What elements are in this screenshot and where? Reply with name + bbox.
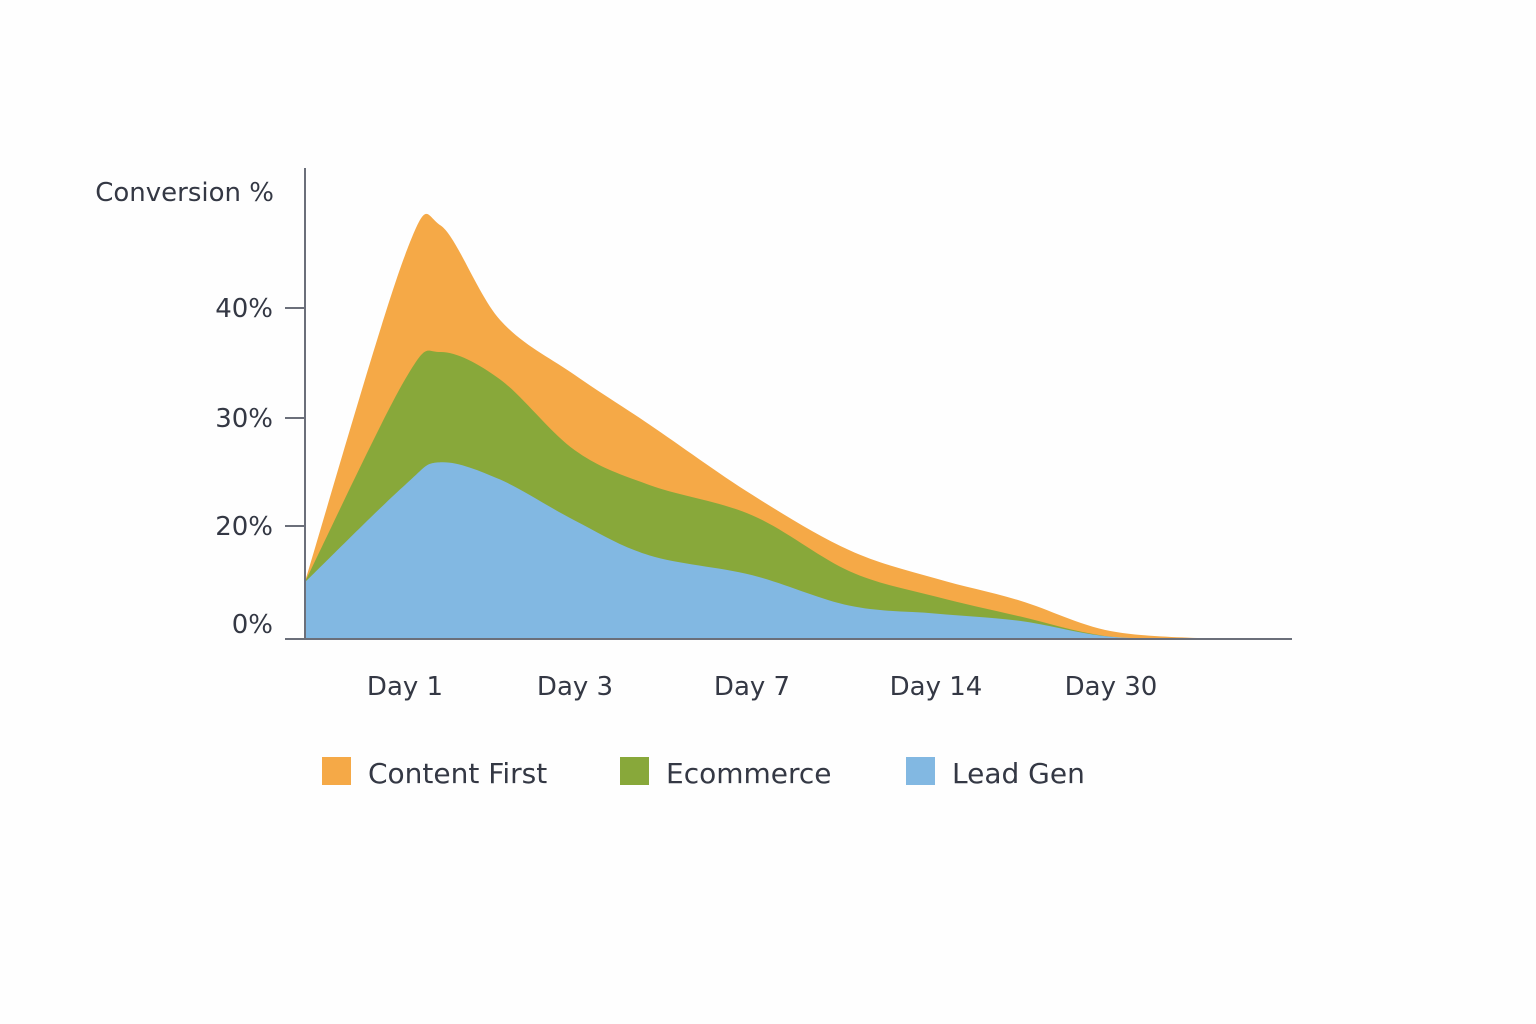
- legend: Content First Ecommerce Lead Gen: [322, 757, 1085, 790]
- y-tick-label: 0%: [232, 610, 273, 640]
- x-tick-label: Day 3: [537, 672, 613, 702]
- legend-swatch: [322, 757, 351, 785]
- x-tick-label: Day 1: [367, 672, 443, 702]
- legend-label: Lead Gen: [952, 757, 1085, 790]
- x-ticks: Day 1 Day 3 Day 7 Day 14 Day 30: [367, 672, 1157, 702]
- y-tick-label: 30%: [215, 404, 273, 434]
- y-ticks: 0% 20% 30% 40%: [215, 294, 305, 640]
- y-tick-label: 20%: [215, 512, 273, 542]
- x-tick-label: Day 14: [890, 672, 983, 702]
- x-tick-label: Day 30: [1065, 672, 1158, 702]
- y-axis-label: Conversion %: [95, 178, 274, 208]
- legend-item: Content First: [322, 757, 547, 790]
- areas: [304, 213, 1220, 640]
- y-tick-label: 40%: [215, 294, 273, 324]
- legend-swatch: [906, 757, 935, 785]
- area-lead-gen: [304, 462, 1220, 639]
- legend-label: Content First: [368, 757, 547, 790]
- legend-item: Lead Gen: [906, 757, 1085, 790]
- legend-item: Ecommerce: [620, 757, 832, 790]
- legend-swatch: [620, 757, 649, 785]
- legend-label: Ecommerce: [666, 757, 832, 790]
- x-tick-label: Day 7: [714, 672, 790, 702]
